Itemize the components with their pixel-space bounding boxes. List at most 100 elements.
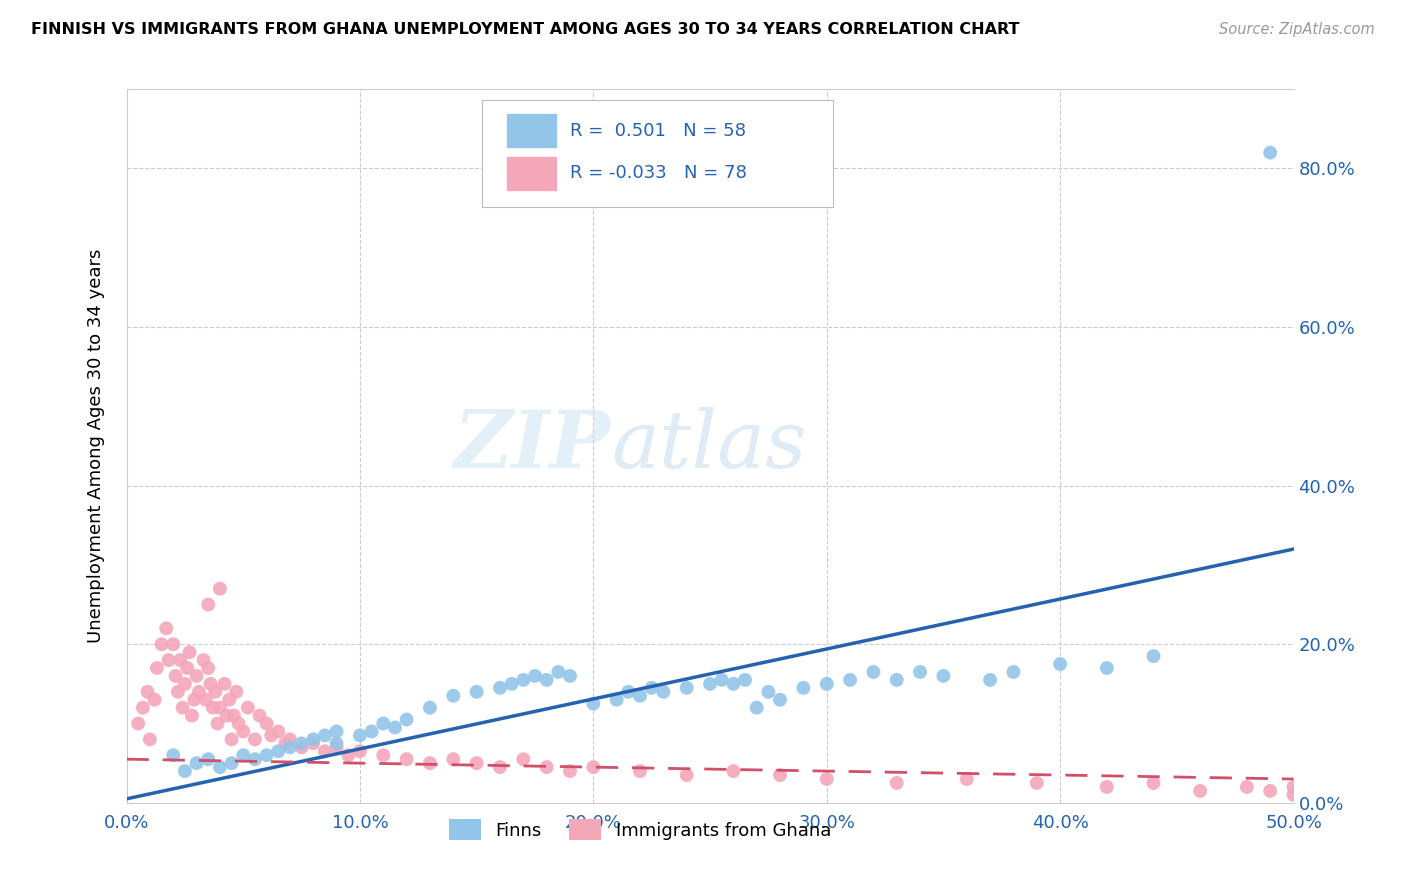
Point (547, 665, 569, 679)
Point (165, 669, 187, 683)
Point (1189, 784, 1212, 798)
Point (792, 681, 814, 695)
Point (815, 677, 838, 691)
FancyBboxPatch shape (482, 100, 832, 207)
Point (1258, 145, 1281, 160)
Point (675, 768, 697, 782)
Point (384, 721, 406, 735)
Point (180, 708, 202, 723)
Point (441, 689, 464, 703)
Point (723, 677, 745, 691)
Point (167, 685, 190, 699)
Point (302, 736, 325, 750)
Point (628, 764, 651, 778)
Point (278, 732, 301, 747)
Point (260, 728, 283, 742)
Point (373, 716, 395, 731)
Point (489, 760, 512, 774)
Point (465, 756, 488, 771)
Point (183, 692, 205, 706)
Point (1095, 661, 1118, 675)
Point (221, 756, 243, 771)
Point (1142, 649, 1164, 664)
Point (222, 708, 245, 723)
Y-axis label: Unemployment Among Ages 30 to 34 years: Unemployment Among Ages 30 to 34 years (87, 249, 105, 643)
Point (232, 724, 254, 739)
Point (699, 677, 721, 691)
Point (1142, 776, 1164, 790)
Point (208, 760, 231, 774)
Point (536, 760, 558, 774)
Point (290, 740, 312, 755)
Point (302, 732, 325, 747)
Point (157, 653, 180, 667)
Point (218, 692, 240, 706)
Point (174, 764, 197, 778)
Point (267, 724, 290, 739)
Text: ZIP: ZIP (454, 408, 610, 484)
Point (349, 744, 371, 758)
Point (193, 653, 215, 667)
Point (1095, 780, 1118, 794)
Point (256, 716, 278, 731)
Point (360, 724, 382, 739)
Point (174, 677, 197, 691)
Point (169, 653, 191, 667)
Point (186, 669, 208, 683)
Point (908, 665, 931, 679)
Point (325, 740, 347, 755)
FancyBboxPatch shape (506, 155, 557, 191)
Text: R = -0.033   N = 78: R = -0.033 N = 78 (569, 164, 747, 182)
Point (208, 700, 231, 714)
Point (208, 582, 231, 596)
Point (172, 700, 194, 714)
Point (419, 700, 441, 714)
Point (523, 669, 546, 683)
Point (932, 669, 955, 683)
Point (956, 772, 979, 786)
Point (1282, 780, 1305, 794)
Point (314, 728, 336, 742)
Point (606, 692, 628, 706)
Point (815, 772, 838, 786)
Point (395, 752, 418, 766)
Point (200, 677, 222, 691)
Point (325, 736, 347, 750)
Point (139, 732, 162, 747)
Point (1025, 776, 1047, 790)
Point (187, 685, 209, 699)
Point (236, 700, 259, 714)
Point (197, 752, 219, 766)
Point (225, 685, 247, 699)
Point (179, 645, 201, 659)
Text: atlas: atlas (610, 408, 806, 484)
Point (1282, 788, 1305, 802)
Point (127, 716, 149, 731)
Point (207, 716, 229, 731)
Point (395, 713, 418, 727)
Point (628, 689, 651, 703)
Point (641, 681, 664, 695)
Point (337, 748, 360, 763)
Point (314, 744, 336, 758)
Point (221, 732, 243, 747)
Point (243, 752, 266, 766)
Point (201, 700, 224, 714)
Point (194, 692, 217, 706)
Point (197, 661, 219, 675)
Point (197, 598, 219, 612)
Point (862, 665, 884, 679)
Point (756, 685, 779, 699)
Point (745, 700, 768, 714)
Point (349, 728, 371, 742)
Point (501, 677, 523, 691)
Point (267, 744, 290, 758)
Point (232, 748, 254, 763)
Point (143, 692, 166, 706)
Point (290, 736, 312, 750)
Point (512, 752, 534, 766)
Point (558, 669, 581, 683)
Point (558, 764, 581, 778)
Point (136, 685, 159, 699)
Point (1002, 665, 1025, 679)
